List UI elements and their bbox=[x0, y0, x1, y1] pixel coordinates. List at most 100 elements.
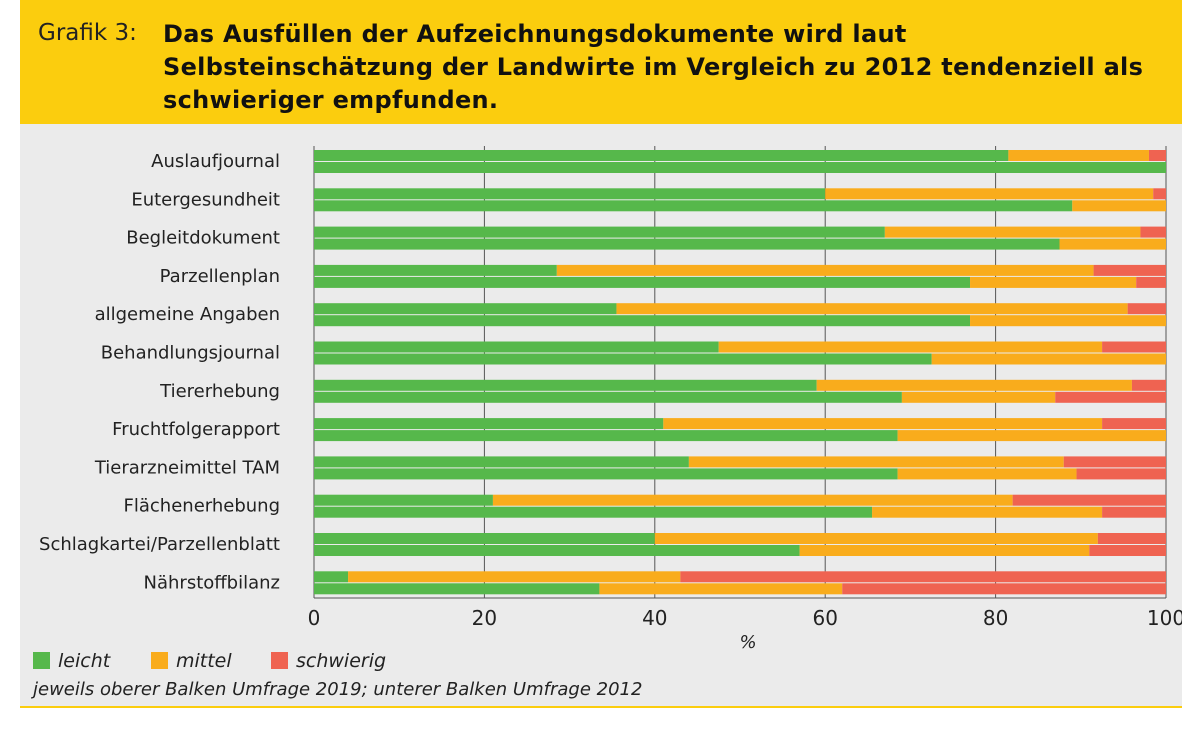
bar-parzellenplan-2019-mittel bbox=[556, 264, 1094, 276]
category-label-eutergesundheit: Eutergesundheit bbox=[131, 189, 280, 210]
bar-schlagkartei-parzellenblatt-2012-mittel bbox=[799, 545, 1090, 556]
bar-fruchtfolgerapport-2019-leicht bbox=[314, 418, 664, 430]
bar-parzellenplan-2019-leicht bbox=[314, 264, 557, 276]
bar-behandlungsjournal-2012-leicht bbox=[314, 353, 932, 365]
bar-behandlungsjournal-2019-mittel bbox=[718, 341, 1103, 353]
tick-label-100: 100 bbox=[1147, 606, 1182, 630]
bar-begleitdokument-2019-leicht bbox=[314, 226, 885, 238]
tick-label-80: 80 bbox=[983, 606, 1008, 630]
bar-flächenerhebung-2019-leicht bbox=[314, 494, 493, 506]
bottom-rule bbox=[20, 706, 1182, 708]
bar-allgemeine-angaben-2012-mittel bbox=[970, 315, 1166, 327]
bar-eutergesundheit-2012-leicht bbox=[314, 200, 1073, 212]
bar-auslaufjournal-2019-leicht bbox=[314, 150, 1009, 161]
bar-schlagkartei-parzellenblatt-2012-leicht bbox=[314, 545, 800, 556]
category-label-begleitdokument: Begleitdokument bbox=[126, 228, 280, 249]
category-label-allgemeine-angaben: allgemeine Angaben bbox=[95, 304, 280, 325]
bar-eutergesundheit-2019-mittel bbox=[825, 188, 1154, 200]
legend-label-leicht: leicht bbox=[58, 650, 111, 672]
category-label-flächenerhebung: Flächenerhebung bbox=[124, 496, 280, 517]
bar-auslaufjournal-2019-mittel bbox=[1008, 150, 1149, 161]
bar-begleitdokument-2012-mittel bbox=[1059, 238, 1166, 250]
legend-item-mittel: mittel bbox=[151, 650, 232, 672]
bar-schlagkartei-parzellenblatt-2019-schwierig bbox=[1097, 533, 1166, 544]
bar-nährstoffbilanz-2012-mittel bbox=[599, 583, 843, 595]
bar-flächenerhebung-2012-mittel bbox=[872, 506, 1103, 518]
bar-parzellenplan-2012-schwierig bbox=[1136, 276, 1166, 288]
category-label-behandlungsjournal: Behandlungsjournal bbox=[101, 343, 280, 364]
tick-label-60: 60 bbox=[812, 606, 837, 630]
bar-begleitdokument-2019-mittel bbox=[884, 226, 1141, 238]
bar-nährstoffbilanz-2019-leicht bbox=[314, 571, 349, 583]
category-label-fruchtfolgerapport: Fruchtfolgerapport bbox=[112, 419, 280, 440]
bar-allgemeine-angaben-2019-mittel bbox=[616, 303, 1128, 315]
category-label-auslaufjournal: Auslaufjournal bbox=[151, 151, 280, 172]
legend-swatch-mittel bbox=[151, 652, 168, 669]
bar-eutergesundheit-2012-mittel bbox=[1072, 200, 1166, 212]
bar-tiererhebung-2019-leicht bbox=[314, 379, 817, 391]
bar-tiererhebung-2012-leicht bbox=[314, 391, 902, 403]
bar-behandlungsjournal-2012-mittel bbox=[931, 353, 1166, 365]
bar-tiererhebung-2012-schwierig bbox=[1055, 391, 1166, 403]
bar-tiererhebung-2019-schwierig bbox=[1131, 379, 1166, 391]
bar-nährstoffbilanz-2012-leicht bbox=[314, 583, 600, 595]
bar-fruchtfolgerapport-2012-mittel bbox=[897, 430, 1166, 442]
bar-behandlungsjournal-2019-leicht bbox=[314, 341, 719, 353]
bar-allgemeine-angaben-2019-schwierig bbox=[1127, 303, 1166, 315]
bar-tierarzneimittel-tam-2012-mittel bbox=[897, 468, 1077, 480]
legend-label-mittel: mittel bbox=[176, 650, 232, 672]
x-axis-label: % bbox=[739, 632, 756, 653]
bar-eutergesundheit-2019-leicht bbox=[314, 188, 826, 200]
bar-flächenerhebung-2019-schwierig bbox=[1012, 494, 1166, 506]
bar-tierarzneimittel-tam-2012-schwierig bbox=[1076, 468, 1166, 480]
stacked-bar-chart: Auslaufjournal Eutergesundheit Begleitdoku… bbox=[39, 146, 1182, 653]
category-label-parzellenplan: Parzellenplan bbox=[160, 266, 280, 287]
bar-parzellenplan-2012-leicht bbox=[314, 276, 971, 288]
category-label-schlagkartei-parzellenblatt: Schlagkartei/Parzellenblatt bbox=[39, 534, 280, 555]
bar-fruchtfolgerapport-2019-schwierig bbox=[1102, 418, 1166, 430]
bar-begleitdokument-2012-leicht bbox=[314, 238, 1060, 250]
legend-swatch-leicht bbox=[33, 652, 50, 669]
bar-fruchtfolgerapport-2019-mittel bbox=[663, 418, 1103, 430]
bar-parzellenplan-2012-mittel bbox=[970, 276, 1137, 288]
category-label-tierarzneimittel-tam: Tierarzneimittel TAM bbox=[94, 457, 280, 478]
bar-nährstoffbilanz-2019-mittel bbox=[348, 571, 681, 583]
bar-behandlungsjournal-2019-schwierig bbox=[1102, 341, 1166, 353]
chart-panel: Auslaufjournal Eutergesundheit Begleitdoku… bbox=[20, 124, 1182, 706]
legend-swatch-schwierig bbox=[271, 652, 288, 669]
bar-schlagkartei-parzellenblatt-2019-leicht bbox=[314, 533, 655, 544]
bar-schlagkartei-parzellenblatt-2019-mittel bbox=[654, 533, 1098, 544]
bar-auslaufjournal-2012-leicht bbox=[314, 162, 1166, 173]
bar-nährstoffbilanz-2012-schwierig bbox=[842, 583, 1166, 595]
header-banner: Grafik 3: Das Ausfüllen der Aufzeichnung… bbox=[20, 0, 1182, 124]
category-label-tiererhebung: Tiererhebung bbox=[159, 381, 280, 402]
bar-fruchtfolgerapport-2012-leicht bbox=[314, 430, 898, 442]
bar-tierarzneimittel-tam-2019-mittel bbox=[688, 456, 1064, 468]
bar-flächenerhebung-2012-leicht bbox=[314, 506, 873, 518]
bar-tiererhebung-2012-mittel bbox=[901, 391, 1056, 403]
survey-note: jeweils oberer Balken Umfrage 2019; unte… bbox=[33, 679, 643, 700]
bar-flächenerhebung-2012-schwierig bbox=[1102, 506, 1166, 518]
legend-item-schwierig: schwierig bbox=[271, 650, 386, 672]
category-label-nährstoffbilanz: Nährstoffbilanz bbox=[144, 572, 280, 593]
legend-label-schwierig: schwierig bbox=[296, 650, 387, 672]
bar-allgemeine-angaben-2019-leicht bbox=[314, 303, 617, 315]
legend-item-leicht: leicht bbox=[33, 650, 110, 672]
tick-label-40: 40 bbox=[642, 606, 667, 630]
bar-begleitdokument-2019-schwierig bbox=[1140, 226, 1166, 238]
figure-number: Grafik 3: bbox=[38, 20, 137, 46]
bar-allgemeine-angaben-2012-leicht bbox=[314, 315, 971, 327]
bar-tierarzneimittel-tam-2012-leicht bbox=[314, 468, 898, 480]
bar-schlagkartei-parzellenblatt-2012-schwierig bbox=[1089, 545, 1166, 556]
tick-label-20: 20 bbox=[472, 606, 497, 630]
bar-flächenerhebung-2019-mittel bbox=[492, 494, 1013, 506]
bar-nährstoffbilanz-2019-schwierig bbox=[680, 571, 1166, 583]
tick-label-0: 0 bbox=[308, 606, 321, 630]
bar-auslaufjournal-2019-schwierig bbox=[1148, 150, 1166, 161]
bar-eutergesundheit-2019-schwierig bbox=[1153, 188, 1166, 200]
bar-tierarzneimittel-tam-2019-leicht bbox=[314, 456, 689, 468]
bar-tierarzneimittel-tam-2019-schwierig bbox=[1063, 456, 1166, 468]
bar-tiererhebung-2019-mittel bbox=[816, 379, 1132, 391]
bar-parzellenplan-2019-schwierig bbox=[1093, 264, 1166, 276]
chart-title: Das Ausfüllen der Aufzeichnungsdokumente… bbox=[163, 20, 1144, 114]
